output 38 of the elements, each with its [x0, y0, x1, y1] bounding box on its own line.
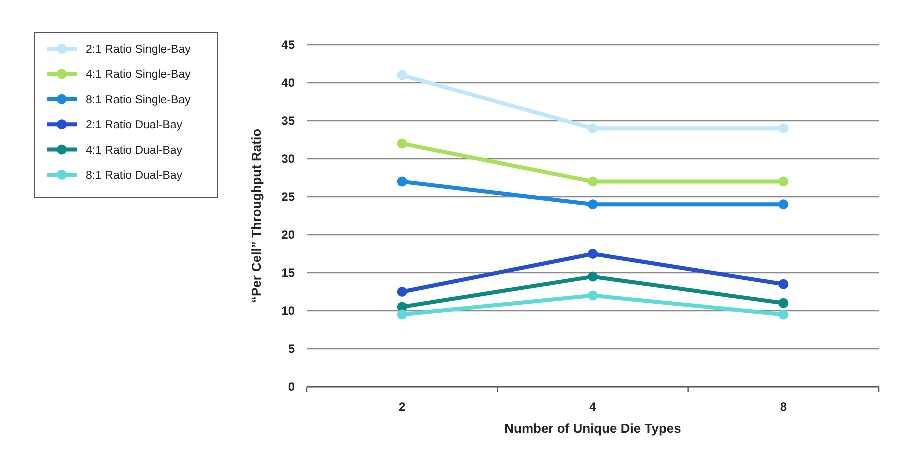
point — [588, 176, 598, 187]
y-axis-title: “Per Cell” Throughput Ratio — [249, 128, 264, 304]
point — [778, 176, 789, 187]
point — [397, 138, 408, 149]
y-tick-label: 0 — [288, 380, 296, 394]
x-tick-label: 4 — [590, 400, 597, 414]
legend-label: 2:1 Ratio Dual-Bay — [86, 120, 183, 132]
point — [778, 124, 789, 134]
legend-label: 4:1 Ratio Single-Bay — [86, 69, 192, 82]
y-tick-label: 30 — [282, 152, 296, 166]
point — [588, 124, 598, 134]
legend-label: 4:1 Ratio Dual-Bay — [86, 144, 183, 157]
y-tick-label: 10 — [282, 304, 296, 318]
x-tick-label: 2 — [398, 400, 406, 414]
x-axis-title: Number of Unique Die Types — [504, 421, 682, 436]
y-tick-label: 15 — [282, 266, 296, 280]
legend-label: 2:1 Ratio Single-Bay — [86, 44, 192, 56]
point — [588, 249, 598, 259]
point — [397, 70, 408, 80]
y-tick-label: 40 — [282, 76, 296, 90]
point — [588, 290, 598, 301]
y-tick-label: 45 — [282, 38, 296, 52]
point — [588, 272, 598, 282]
point — [588, 200, 598, 210]
y-tick-label: 20 — [282, 228, 296, 242]
point — [397, 176, 408, 187]
point — [778, 279, 789, 290]
x-tick-label: 8 — [780, 400, 788, 414]
y-tick-label: 35 — [282, 114, 296, 128]
y-tick-label: 25 — [282, 190, 296, 204]
legend-label: 8:1 Ratio Single-Bay — [86, 94, 192, 106]
point — [397, 310, 408, 320]
legend-label: 8:1 Ratio Dual-Bay — [86, 170, 183, 182]
point — [778, 310, 789, 320]
point — [778, 200, 789, 210]
y-tick-label: 5 — [288, 342, 296, 356]
point — [397, 287, 408, 297]
point — [778, 298, 789, 308]
